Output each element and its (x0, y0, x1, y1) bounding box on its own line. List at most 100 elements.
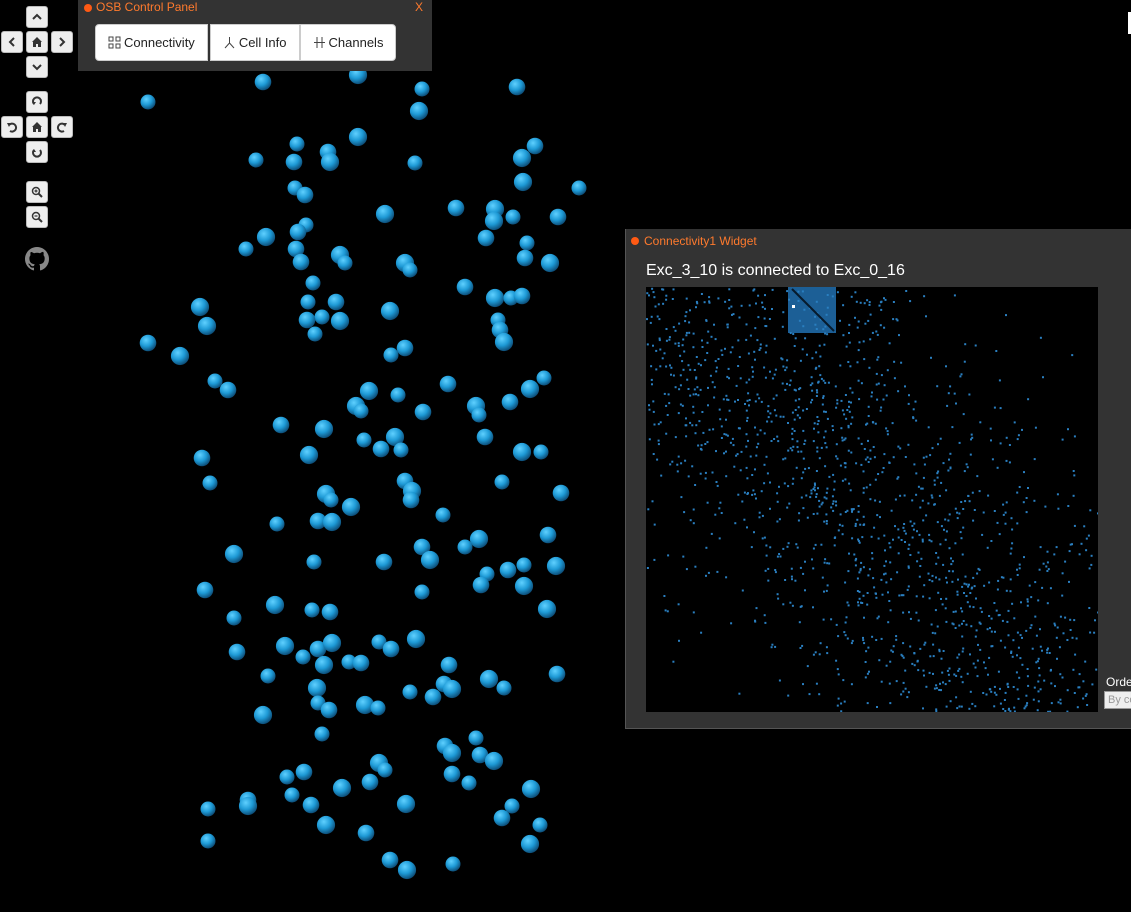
cell-sphere[interactable] (238, 241, 254, 257)
cell-sphere[interactable] (409, 101, 429, 121)
cell-sphere[interactable] (520, 834, 540, 854)
cell-info-button[interactable]: Cell Info (209, 24, 300, 61)
cell-sphere[interactable] (357, 824, 375, 842)
cell-sphere[interactable] (435, 507, 451, 523)
channels-button[interactable]: Channels (299, 24, 397, 61)
cell-sphere[interactable] (260, 668, 276, 684)
order-select[interactable]: By cell (1104, 691, 1131, 709)
connectivity-matrix[interactable] (646, 287, 1098, 712)
cell-sphere[interactable] (323, 492, 339, 508)
cell-sphere[interactable] (139, 334, 157, 352)
cell-sphere[interactable] (476, 428, 494, 446)
cell-sphere[interactable] (513, 287, 531, 305)
cell-sphere[interactable] (407, 155, 423, 171)
cell-sphere[interactable] (385, 427, 405, 447)
cell-sphere[interactable] (305, 275, 321, 291)
cell-sphere[interactable] (170, 346, 190, 366)
cell-sphere[interactable] (413, 538, 431, 556)
cell-sphere[interactable] (307, 678, 327, 698)
cell-sphere[interactable] (457, 539, 473, 555)
cell-sphere[interactable] (320, 701, 338, 719)
cell-sphere[interactable] (549, 208, 567, 226)
cell-sphere[interactable] (321, 603, 339, 621)
widget-title[interactable]: Connectivity1 Widget (644, 234, 757, 248)
cell-sphere[interactable] (355, 695, 375, 715)
cell-sphere[interactable] (512, 148, 532, 168)
cell-sphere[interactable] (505, 209, 521, 225)
cell-sphere[interactable] (314, 655, 334, 675)
cell-sphere[interactable] (571, 180, 587, 196)
cell-sphere[interactable] (485, 288, 505, 308)
connectivity-button[interactable]: Connectivity (95, 24, 208, 61)
cell-sphere[interactable] (414, 584, 430, 600)
cell-sphere[interactable] (393, 442, 409, 458)
cell-sphere[interactable] (341, 497, 361, 517)
home-button[interactable] (26, 31, 48, 53)
cell-sphere[interactable] (536, 370, 552, 386)
cell-sphere[interactable] (140, 94, 156, 110)
cell-sphere[interactable] (546, 556, 566, 576)
cell-sphere[interactable] (200, 801, 216, 817)
cell-sphere[interactable] (526, 137, 544, 155)
cell-sphere[interactable] (420, 550, 440, 570)
pan-right-button[interactable] (51, 31, 73, 53)
cell-sphere[interactable] (442, 743, 462, 763)
cell-sphere[interactable] (327, 293, 345, 311)
cell-sphere[interactable] (383, 347, 399, 363)
cell-sphere[interactable] (468, 730, 484, 746)
cell-sphere[interactable] (445, 856, 461, 872)
cell-sphere[interactable] (295, 649, 311, 665)
cell-sphere[interactable] (396, 339, 414, 357)
cell-sphere[interactable] (496, 680, 512, 696)
cell-sphere[interactable] (314, 726, 330, 742)
cell-sphere[interactable] (314, 419, 334, 439)
cell-sphere[interactable] (337, 255, 353, 271)
cell-sphere[interactable] (300, 294, 316, 310)
cell-sphere[interactable] (299, 445, 319, 465)
pan-down-button[interactable] (26, 56, 48, 78)
cell-sphere[interactable] (248, 152, 264, 168)
cell-sphere[interactable] (265, 595, 285, 615)
cell-sphere[interactable] (471, 746, 489, 764)
pan-up-button[interactable] (26, 6, 48, 28)
cell-sphere[interactable] (414, 403, 432, 421)
cell-sphere[interactable] (292, 253, 310, 271)
cell-sphere[interactable] (309, 640, 327, 658)
cell-sphere[interactable] (382, 640, 400, 658)
cell-sphere[interactable] (298, 311, 316, 329)
cell-sphere[interactable] (352, 654, 370, 672)
cell-scene[interactable] (0, 0, 620, 912)
cell-sphere[interactable] (539, 526, 557, 544)
cell-sphere[interactable] (371, 634, 387, 650)
cell-sphere[interactable] (256, 227, 276, 247)
cell-sphere[interactable] (224, 544, 244, 564)
cell-sphere[interactable] (402, 684, 418, 700)
cell-sphere[interactable] (375, 204, 395, 224)
cell-sphere[interactable] (447, 199, 465, 217)
cell-sphere[interactable] (375, 553, 393, 571)
cell-sphere[interactable] (397, 860, 417, 880)
cell-sphere[interactable] (285, 153, 303, 171)
cell-sphere[interactable] (402, 262, 418, 278)
cell-sphere[interactable] (513, 172, 533, 192)
cell-sphere[interactable] (494, 474, 510, 490)
cell-sphere[interactable] (202, 475, 218, 491)
cell-sphere[interactable] (332, 778, 352, 798)
cell-sphere[interactable] (190, 297, 210, 317)
cell-sphere[interactable] (287, 240, 305, 258)
rotate-home-button[interactable] (26, 116, 48, 138)
cell-sphere[interactable] (381, 851, 399, 869)
cell-sphere[interactable] (253, 705, 273, 725)
cell-sphere[interactable] (390, 387, 406, 403)
pan-left-button[interactable] (1, 31, 23, 53)
cell-sphere[interactable] (443, 765, 461, 783)
cell-sphere[interactable] (289, 136, 305, 152)
cell-sphere[interactable] (207, 373, 223, 389)
cell-sphere[interactable] (304, 602, 320, 618)
close-button[interactable]: X (414, 0, 423, 14)
cell-sphere[interactable] (469, 529, 489, 549)
cell-sphere[interactable] (380, 301, 400, 321)
cell-sphere[interactable] (200, 833, 216, 849)
zoom-out-button[interactable] (26, 206, 48, 228)
cell-sphere[interactable] (519, 235, 535, 251)
